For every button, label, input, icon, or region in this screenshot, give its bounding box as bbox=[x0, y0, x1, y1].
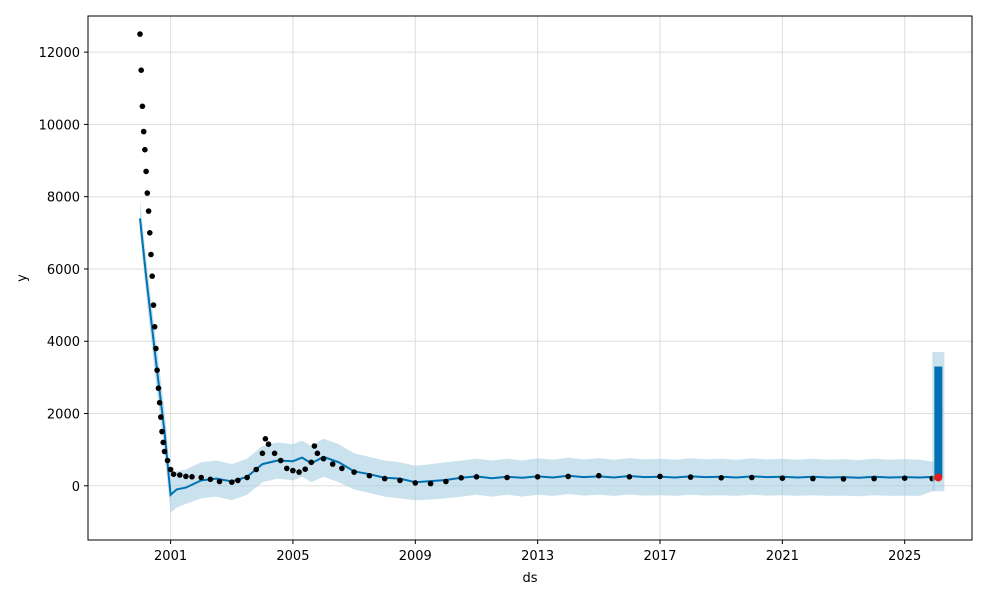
observed-point bbox=[473, 474, 480, 480]
observed-point bbox=[253, 466, 259, 473]
observed-point bbox=[145, 208, 152, 214]
observed-point bbox=[308, 459, 315, 466]
observed-point bbox=[153, 345, 159, 352]
x-tick-label: 2009 bbox=[399, 549, 432, 564]
observed-point bbox=[170, 471, 177, 478]
y-tick-label: 4000 bbox=[47, 335, 80, 350]
future-forecast-bar bbox=[934, 366, 943, 477]
observed-point bbox=[155, 385, 162, 392]
observed-point bbox=[177, 472, 183, 478]
observed-point bbox=[314, 450, 321, 457]
observed-point bbox=[148, 251, 154, 258]
observed-point bbox=[626, 474, 633, 480]
observed-point bbox=[427, 480, 434, 487]
observed-point bbox=[151, 324, 158, 330]
observed-point bbox=[216, 478, 223, 485]
observed-point bbox=[657, 473, 663, 480]
observed-point bbox=[235, 477, 241, 484]
observed-point bbox=[271, 450, 278, 457]
observed-point bbox=[156, 399, 163, 406]
observed-point bbox=[351, 469, 357, 475]
observed-point bbox=[265, 441, 272, 448]
observed-point bbox=[534, 474, 541, 480]
observed-point bbox=[779, 475, 786, 482]
observed-point bbox=[840, 476, 847, 482]
observed-point bbox=[150, 302, 157, 308]
observed-point bbox=[158, 414, 164, 420]
observed-point bbox=[189, 474, 195, 480]
observed-point bbox=[154, 367, 160, 374]
observed-point bbox=[290, 467, 296, 474]
observed-point bbox=[443, 478, 449, 485]
observed-point bbox=[244, 474, 250, 481]
observed-point bbox=[381, 475, 388, 482]
x-tick-label: 2017 bbox=[643, 549, 676, 564]
observed-point bbox=[412, 480, 419, 486]
observed-point bbox=[164, 457, 171, 464]
y-tick-label: 12000 bbox=[39, 46, 80, 61]
observed-point bbox=[139, 103, 146, 110]
observed-point bbox=[149, 273, 155, 280]
observed-point bbox=[142, 146, 148, 153]
y-tick-label: 2000 bbox=[47, 408, 80, 423]
observed-point bbox=[137, 31, 143, 37]
observed-point bbox=[718, 475, 724, 481]
observed-point bbox=[565, 473, 571, 480]
x-axis-label: ds bbox=[522, 571, 537, 586]
x-tick-label: 2001 bbox=[154, 549, 187, 564]
highlight-point bbox=[934, 473, 943, 482]
y-tick-label: 8000 bbox=[47, 191, 80, 206]
observed-point bbox=[302, 466, 309, 473]
observed-points bbox=[137, 31, 935, 487]
observed-point bbox=[329, 461, 336, 467]
y-axis: 0 2000 4000 6000 8000 10000 12000 bbox=[39, 46, 88, 495]
observed-point bbox=[284, 465, 290, 472]
observed-point bbox=[901, 475, 908, 482]
observed-point bbox=[366, 472, 373, 479]
x-tick-label: 2005 bbox=[276, 549, 309, 564]
observed-point bbox=[687, 474, 694, 480]
observed-point bbox=[161, 448, 168, 455]
observed-point bbox=[207, 476, 214, 483]
x-tick-label: 2025 bbox=[888, 549, 921, 564]
observed-point bbox=[262, 436, 269, 442]
observed-point bbox=[810, 475, 816, 482]
observed-point bbox=[159, 428, 165, 435]
observed-point bbox=[339, 465, 345, 472]
observed-point bbox=[143, 168, 149, 175]
observed-point bbox=[140, 128, 147, 135]
observed-point bbox=[871, 475, 877, 482]
observed-point bbox=[320, 455, 327, 462]
y-tick-label: 10000 bbox=[39, 118, 80, 133]
future-forecast-spike bbox=[932, 352, 945, 492]
observed-point bbox=[296, 469, 302, 475]
observed-point bbox=[147, 230, 153, 236]
observed-point bbox=[277, 457, 284, 464]
observed-point bbox=[160, 439, 166, 446]
plot-frame bbox=[87, 15, 973, 541]
observed-point bbox=[504, 474, 510, 481]
observed-point bbox=[138, 67, 144, 73]
observed-point bbox=[397, 477, 403, 484]
observed-point bbox=[144, 190, 151, 196]
observed-point bbox=[198, 474, 204, 481]
observed-point bbox=[183, 473, 189, 480]
observed-point bbox=[259, 450, 266, 457]
x-tick-label: 2021 bbox=[766, 549, 799, 564]
y-tick-label: 6000 bbox=[47, 263, 80, 278]
observed-point bbox=[458, 475, 465, 481]
observed-point bbox=[229, 479, 235, 486]
y-axis-label: y bbox=[15, 274, 30, 282]
y-tick-label: 0 bbox=[72, 480, 80, 495]
observed-point bbox=[749, 474, 755, 481]
observed-point bbox=[596, 472, 602, 479]
x-axis: 2001 2005 2009 2013 2017 2021 2025 bbox=[154, 540, 921, 564]
x-tick-label: 2013 bbox=[521, 549, 554, 564]
observed-point bbox=[311, 443, 318, 449]
observed-point bbox=[167, 466, 174, 473]
